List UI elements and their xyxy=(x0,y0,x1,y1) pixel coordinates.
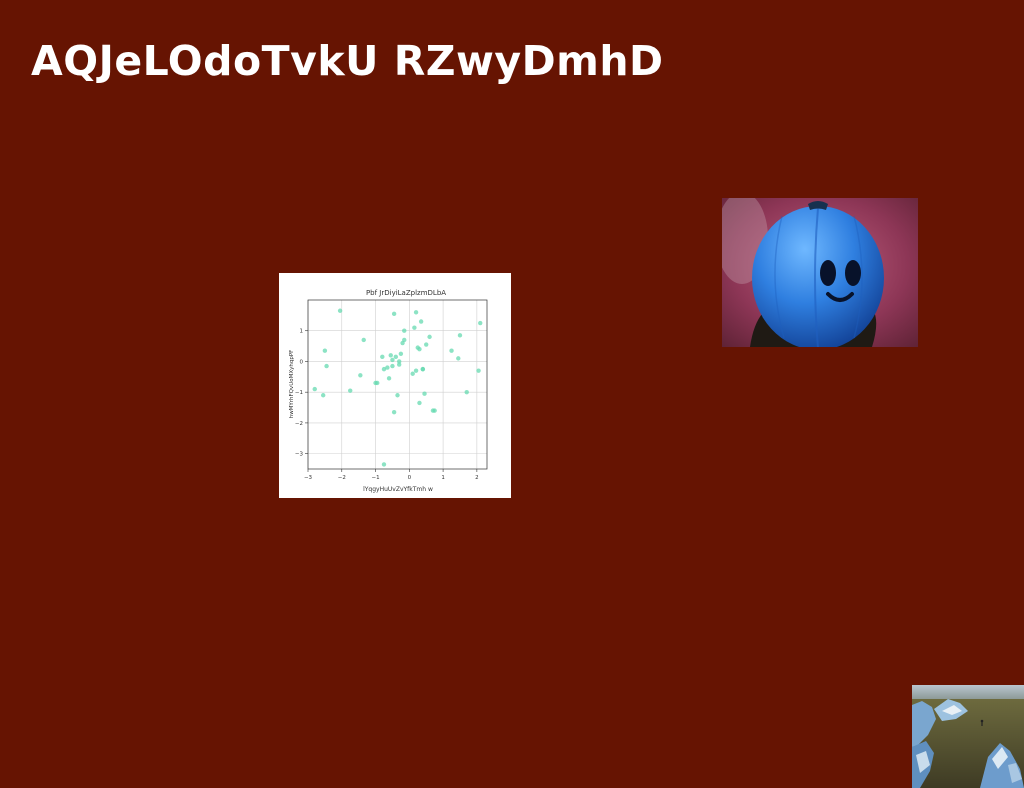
y-tick-label: −1 xyxy=(295,390,303,396)
scatter-point xyxy=(476,368,481,373)
scatter-point xyxy=(427,334,432,340)
scatter-chart-svg: Pbf JrDiyiLaZplzmDLbA lYqgyHuUvZvYfkTmh … xyxy=(289,289,488,493)
scatter-point xyxy=(390,357,395,363)
chart-x-axis-label: lYqgyHuUvZvYfkTmh w xyxy=(363,486,433,493)
y-tick-label: 1 xyxy=(300,329,304,335)
scatter-point xyxy=(320,393,326,398)
scatter-point xyxy=(413,368,419,373)
scatter-point xyxy=(393,354,399,360)
scatter-point xyxy=(413,310,419,315)
chart-ticks: −3 −2 −1 0 1 2 −3 −2 −1 0 1 xyxy=(295,329,479,481)
scatter-point xyxy=(324,363,329,369)
scatter-point xyxy=(417,400,422,406)
scatter-point xyxy=(322,348,328,353)
scatter-point xyxy=(422,391,427,396)
scatter-point xyxy=(358,373,363,378)
rocky-coastline-icon xyxy=(912,685,1024,788)
y-tick-label: −2 xyxy=(295,421,303,427)
scatter-point xyxy=(456,356,461,361)
rocky-coastline-image xyxy=(912,685,1024,788)
x-tick-label: −2 xyxy=(338,475,346,481)
scatter-point xyxy=(380,354,385,360)
chart-grid xyxy=(307,300,487,469)
scatter-point xyxy=(361,337,366,343)
scatter-point xyxy=(417,346,422,352)
blue-fruit-character-image xyxy=(722,198,918,347)
scatter-point xyxy=(391,311,397,317)
chart-plot-frame xyxy=(307,299,488,470)
page-title: AQJeLOdoTvkU RZwyDmhD xyxy=(31,37,664,85)
chart-y-axis-label: hwMYrhFQvUoMXyhqpPF xyxy=(289,350,295,419)
scatter-point xyxy=(398,351,404,356)
scatter-point xyxy=(385,365,390,370)
scatter-point xyxy=(457,333,463,338)
scatter-point xyxy=(396,359,402,364)
scatter-point xyxy=(388,353,393,358)
scatter-point xyxy=(464,389,469,395)
scatter-chart: Pbf JrDiyiLaZplzmDLbA lYqgyHuUvZvYfkTmh … xyxy=(279,273,511,498)
scatter-point xyxy=(395,393,400,398)
scatter-point xyxy=(312,386,317,392)
scatter-point xyxy=(402,328,407,333)
scatter-point xyxy=(432,408,437,413)
scatter-point xyxy=(381,462,387,467)
x-tick-label: −3 xyxy=(304,475,313,481)
scatter-point xyxy=(410,371,415,376)
scatter-point xyxy=(396,362,402,367)
scatter-point xyxy=(337,308,343,313)
chart-points xyxy=(312,308,483,467)
y-tick-label: 0 xyxy=(300,359,304,365)
x-tick-label: 2 xyxy=(475,475,479,481)
x-tick-label: 1 xyxy=(441,475,445,481)
scatter-point xyxy=(449,348,454,353)
x-tick-label: −1 xyxy=(371,475,379,481)
scatter-point xyxy=(478,320,483,326)
chart-title: Pbf JrDiyiLaZplzmDLbA xyxy=(366,289,446,297)
y-tick-label: −3 xyxy=(295,452,304,458)
scatter-point xyxy=(390,363,395,369)
scatter-point xyxy=(391,409,397,415)
scatter-point xyxy=(420,366,426,372)
scatter-point xyxy=(348,388,353,393)
x-tick-label: 0 xyxy=(408,475,412,481)
scatter-point xyxy=(386,376,392,381)
scatter-point xyxy=(412,325,417,330)
scatter-point xyxy=(424,342,429,347)
scatter-point xyxy=(418,319,424,324)
scatter-point xyxy=(381,366,387,372)
blue-fruit-character-icon xyxy=(722,198,918,347)
scatter-point xyxy=(402,337,407,343)
scatter-point xyxy=(375,380,380,386)
